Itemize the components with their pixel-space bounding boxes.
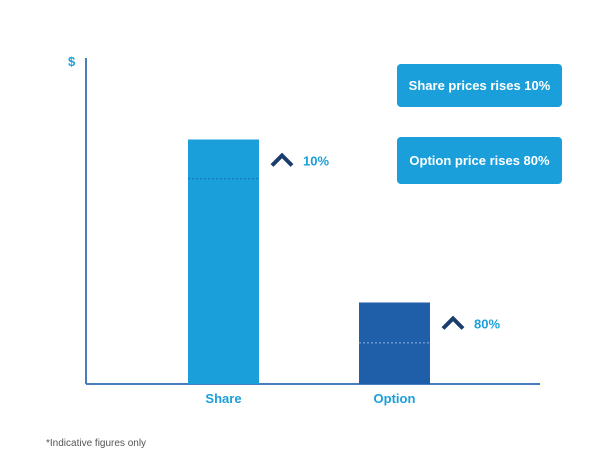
data-label: 80% (474, 317, 500, 332)
footnote: *Indicative figures only (46, 438, 147, 449)
bar-option (359, 302, 430, 384)
y-axis-label: $ (68, 54, 76, 69)
chevron-up-icon (270, 152, 294, 167)
data-label: 10% (303, 154, 329, 169)
callout-share: Share prices rises 10% (397, 64, 562, 107)
x-tick-label: Option (374, 391, 416, 406)
x-tick-label: Share (205, 391, 241, 406)
chevron-up-icon (441, 315, 465, 330)
callout-option: Option price rises 80% (397, 137, 562, 184)
bar-share (188, 139, 259, 384)
